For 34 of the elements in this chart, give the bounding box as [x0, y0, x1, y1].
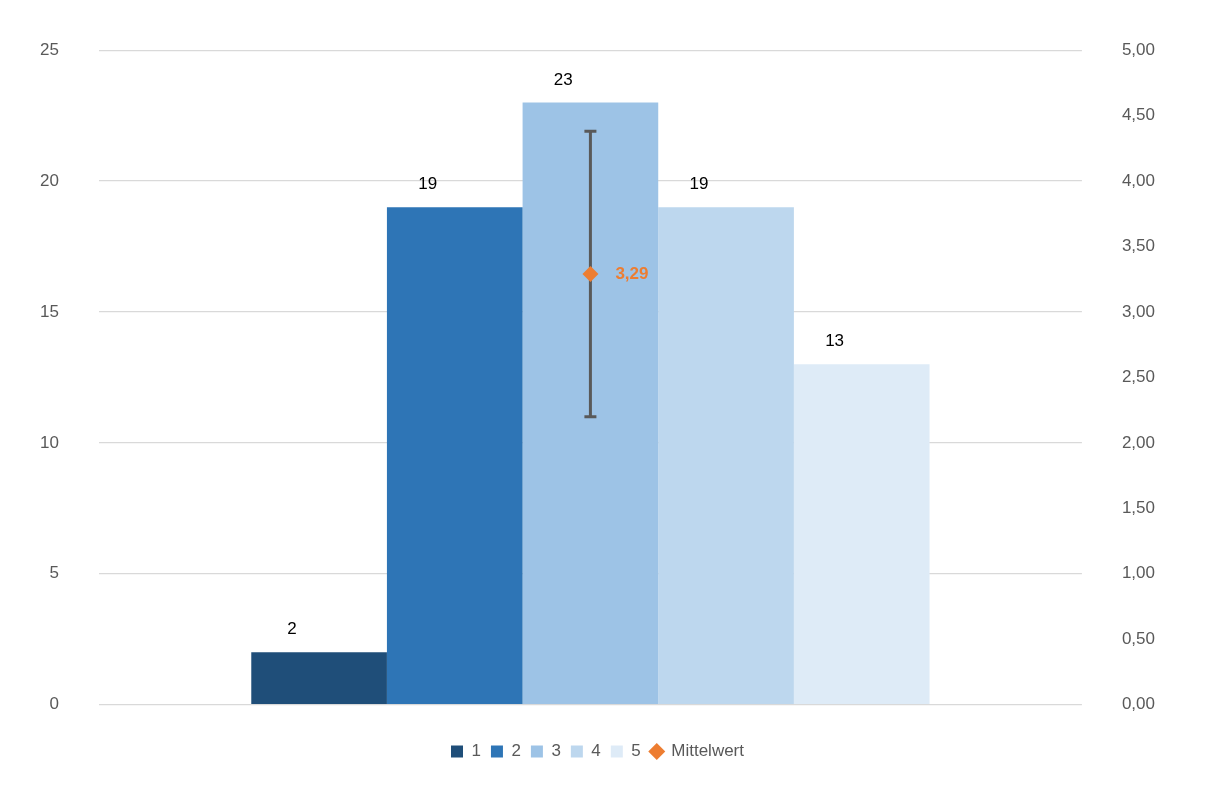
bar — [522, 102, 659, 704]
legend-label: 5 — [631, 741, 641, 761]
legend-label: 3 — [551, 741, 561, 761]
y2-tick-label: 4,50 — [1121, 105, 1156, 125]
y-tick-label: 25 — [39, 39, 59, 59]
y2-tick-label: 2,00 — [1121, 432, 1156, 452]
bar — [251, 652, 387, 704]
y-tick-label: 15 — [39, 301, 59, 321]
y-tick-label: 5 — [49, 563, 59, 583]
y2-tick-label: 3,50 — [1121, 236, 1156, 256]
y2-tick-label: 0,50 — [1121, 628, 1156, 648]
legend-label: 4 — [591, 741, 601, 761]
y2-tick-label: 1,00 — [1121, 563, 1156, 583]
y2-tick-label: 5,00 — [1121, 39, 1156, 59]
legend-label: 1 — [471, 741, 481, 761]
data-label: 3,29 — [615, 263, 649, 283]
y-tick-label: 10 — [39, 432, 59, 452]
legend-label: 2 — [511, 741, 521, 761]
y-tick-label: 20 — [39, 170, 59, 190]
y-tick-label: 0 — [49, 694, 59, 714]
bar — [386, 207, 523, 704]
data-label: 19 — [689, 174, 709, 194]
y2-tick-label: 4,00 — [1121, 170, 1156, 190]
y2-tick-label: 2,50 — [1121, 367, 1156, 387]
y2-tick-label: 3,00 — [1121, 301, 1156, 321]
bar — [793, 364, 930, 704]
data-label: 13 — [825, 331, 845, 351]
legend-label: Mittelwert — [671, 741, 745, 761]
y2-tick-label: 0,00 — [1121, 694, 1156, 714]
bar — [658, 207, 794, 704]
data-label: 19 — [418, 174, 438, 194]
y2-tick-label: 1,50 — [1121, 497, 1156, 517]
data-label: 2 — [287, 619, 297, 639]
data-label: 23 — [553, 69, 573, 89]
